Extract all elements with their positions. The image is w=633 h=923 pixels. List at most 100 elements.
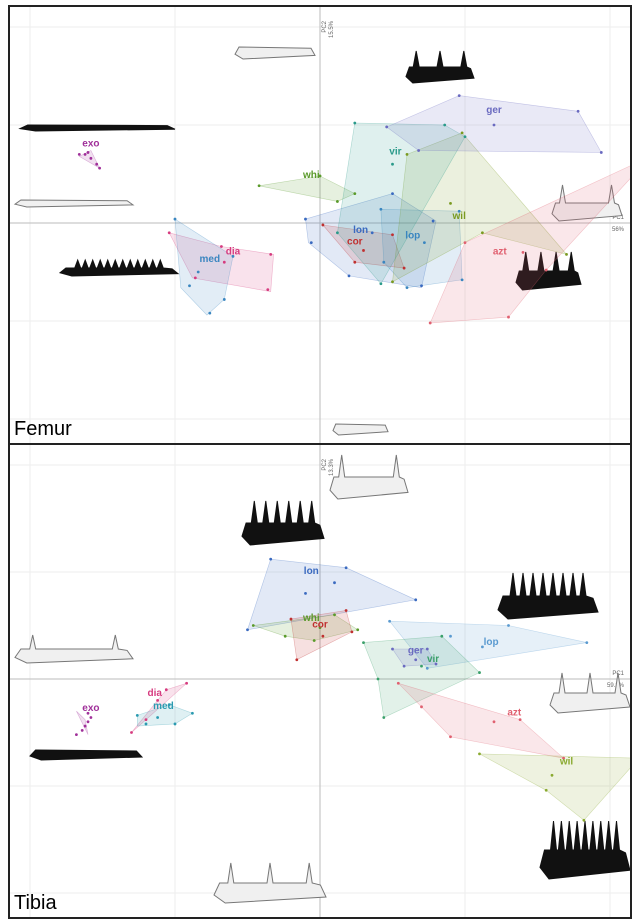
femur-bone-silhouette-5-shape <box>58 258 180 277</box>
femur-point-exo <box>95 162 99 166</box>
tibia-point-dia <box>164 688 168 692</box>
femur-point-exo <box>98 166 101 170</box>
femur-point-vir <box>353 121 357 125</box>
femur-point-ger <box>492 123 496 127</box>
tibia-point-whi <box>283 634 287 638</box>
femur-point-wil <box>405 153 409 156</box>
tibia-point-ger <box>391 647 394 651</box>
tibia-point-exo <box>89 716 93 719</box>
femur-point-wil <box>460 131 464 135</box>
femur-point-ger <box>576 109 580 113</box>
tibia-point-vir <box>478 671 481 674</box>
femur-hull-vir <box>337 122 466 285</box>
tibia-point-azt <box>492 720 496 724</box>
tibia-point-cor <box>295 658 299 662</box>
tibia-label-dia: dia <box>147 688 162 699</box>
tibia-point-lon <box>333 581 336 585</box>
tibia-point-lop <box>481 645 484 649</box>
tibia-hull-med <box>137 704 194 727</box>
tibia-bone-silhouette-2-shape <box>497 572 599 620</box>
tibia-bone-silhouette-0-shape <box>329 454 409 500</box>
femur-point-dia <box>220 245 223 248</box>
tibia-point-lop <box>449 634 452 638</box>
femur-bone-silhouette-6-shape <box>515 251 582 291</box>
tibia-point-lon <box>414 598 418 602</box>
femur-title: Femur <box>14 418 72 440</box>
femur-label-wil: wil <box>452 211 467 222</box>
femur-point-cor <box>321 223 325 227</box>
femur-point-lop <box>457 209 461 213</box>
tibia-bone-silhouette-2 <box>497 572 599 620</box>
femur-label-ger: ger <box>486 105 502 116</box>
femur-y-axis-pct: 15.5% <box>329 20 335 38</box>
femur-point-dia <box>269 252 273 256</box>
tibia-bone-silhouette-7-shape <box>213 862 327 904</box>
tibia-point-whi <box>312 639 316 642</box>
tibia-point-cor <box>344 609 348 612</box>
tibia-hull-vir <box>363 635 481 718</box>
femur-point-whi <box>353 192 357 196</box>
femur-label-lop: lop <box>405 231 420 242</box>
tibia-label-wil: wil <box>559 757 574 768</box>
tibia-bone-silhouette-5 <box>29 749 144 761</box>
femur-bone-silhouette-5 <box>58 258 180 277</box>
tibia-label-med: med <box>153 701 174 712</box>
tibia-label-lon: lon <box>304 566 319 577</box>
femur-point-wil <box>481 231 484 235</box>
femur-bone-silhouette-0-shape <box>234 46 316 60</box>
femur-panel: PC1 56% PC2 15.5% exo dia med whi lon cor lop wil vi… <box>8 5 632 445</box>
tibia-bone-silhouette-1-shape <box>241 500 325 546</box>
femur-hull-wil <box>392 132 568 283</box>
femur-point-lon <box>420 284 423 288</box>
femur-point-vir <box>391 162 394 166</box>
tibia-point-lon <box>344 566 348 570</box>
tibia-point-wil <box>582 818 586 822</box>
femur-point-azt <box>428 321 432 325</box>
femur-point-exo <box>77 153 81 156</box>
femur-x-axis-pct: 56% <box>612 227 625 233</box>
tibia-point-vir <box>362 641 365 645</box>
tibia-point-med <box>173 722 177 726</box>
tibia-point-vir <box>382 716 386 719</box>
femur-point-med <box>222 298 226 301</box>
tibia-bone-silhouette-0 <box>329 454 409 500</box>
tibia-point-lop <box>388 619 391 623</box>
femur-point-med <box>208 311 212 315</box>
femur-bone-silhouette-2 <box>18 124 176 132</box>
femur-bone-silhouette-3-shape <box>13 199 135 208</box>
femur-label-azt: azt <box>493 246 508 257</box>
femur-point-azt <box>521 251 525 254</box>
femur-point-azt <box>507 315 510 319</box>
femur-point-ger <box>457 94 461 97</box>
tibia-point-ger <box>402 664 406 668</box>
tibia-point-lon <box>304 592 307 595</box>
femur-label-dia: dia <box>226 246 241 257</box>
femur-bone-silhouette-3 <box>13 199 135 208</box>
femur-bone-silhouette-6 <box>515 251 582 291</box>
femur-bone-silhouette-1-shape <box>405 50 475 84</box>
tibia-y-axis-pct: 13.3% <box>329 458 335 476</box>
femur-bone-silhouette-7 <box>332 423 389 436</box>
tibia-point-azt <box>420 705 423 709</box>
tibia-point-exo <box>75 733 78 737</box>
tibia-plot: PC159.2%PC213.3%exodiamedlonwhicorlopvir… <box>10 445 630 917</box>
femur-point-azt <box>544 268 548 272</box>
femur-point-lon <box>370 231 374 235</box>
femur-point-cor <box>353 260 357 264</box>
tibia-hull-whi <box>253 614 359 641</box>
tibia-bone-silhouette-4 <box>549 672 630 714</box>
femur-point-ger <box>385 125 389 129</box>
femur-point-lon <box>431 219 435 223</box>
tibia-hull-azt <box>398 683 565 759</box>
tibia-bone-silhouette-3-shape <box>14 634 134 664</box>
femur-point-whi <box>318 174 322 178</box>
femur-point-cor <box>362 249 365 252</box>
tibia-point-whi <box>318 626 322 630</box>
tibia-y-axis-label: PC2 <box>322 458 328 470</box>
tibia-bone-silhouette-3 <box>14 634 134 664</box>
femur-hull-lop <box>380 208 463 289</box>
tibia-point-exo <box>80 728 84 732</box>
tibia-label-exo: exo <box>82 703 99 714</box>
femur-point-med <box>188 284 191 288</box>
